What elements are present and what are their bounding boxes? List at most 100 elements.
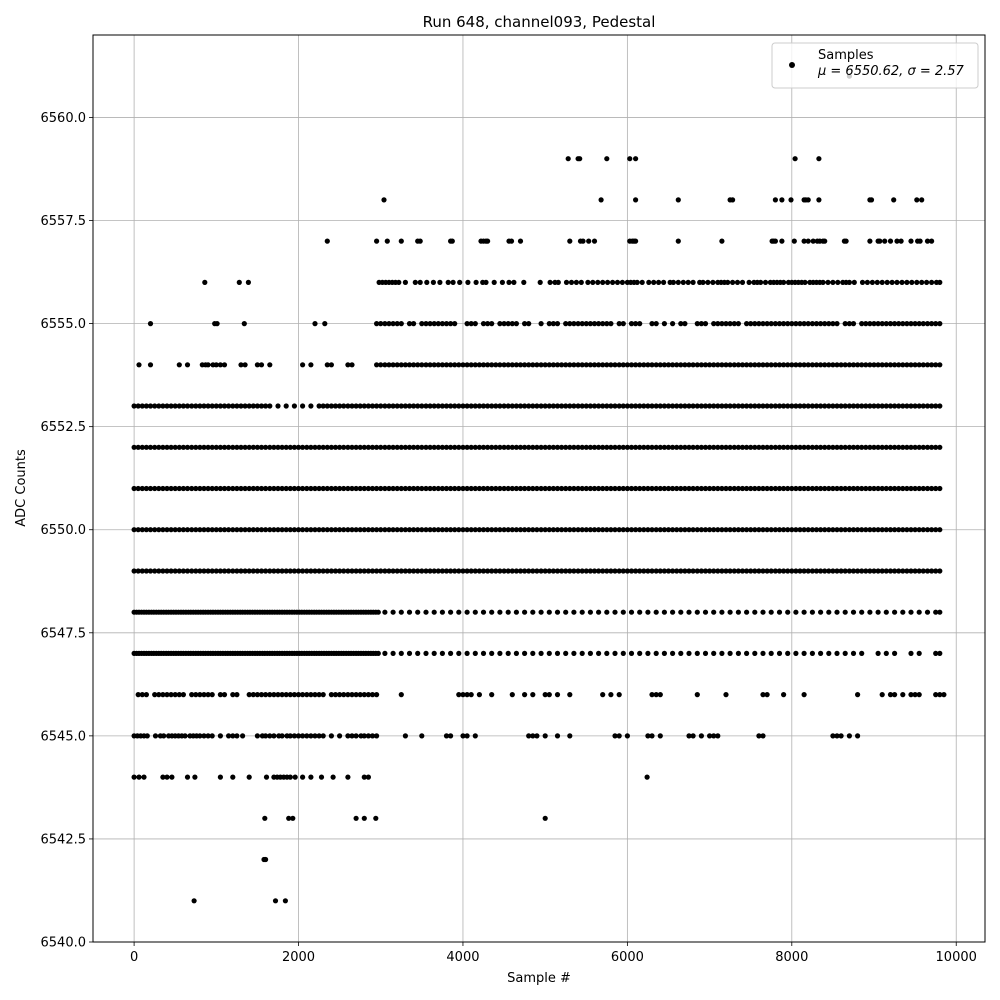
data-point — [883, 362, 889, 368]
data-point — [871, 444, 877, 450]
data-point — [460, 403, 466, 409]
data-point — [398, 321, 404, 327]
data-point — [534, 444, 540, 450]
data-point — [345, 362, 351, 368]
data-point — [916, 609, 922, 615]
data-point — [628, 444, 635, 450]
data-point — [924, 279, 930, 285]
data-point — [801, 609, 807, 615]
data-point — [830, 444, 836, 450]
data-point — [464, 650, 470, 657]
data-point — [772, 197, 779, 203]
data-point — [423, 403, 429, 409]
data-point — [136, 774, 142, 780]
data-point — [415, 527, 421, 533]
data-point — [258, 444, 265, 450]
data-point — [559, 444, 565, 450]
data-point — [904, 485, 910, 492]
y-tick-label: 6552.5 — [41, 420, 87, 435]
data-point — [805, 444, 811, 450]
data-point — [776, 403, 783, 409]
data-point — [176, 362, 182, 368]
data-point — [554, 362, 561, 368]
data-point — [587, 321, 594, 327]
data-point — [826, 362, 832, 368]
data-point — [887, 527, 894, 533]
data-point — [892, 403, 898, 409]
data-point — [887, 403, 894, 409]
data-point — [797, 485, 803, 492]
data-point — [197, 485, 203, 492]
data-point — [513, 568, 520, 574]
data-point — [608, 527, 614, 533]
data-point — [739, 444, 746, 450]
data-point — [452, 362, 458, 368]
data-point — [271, 733, 277, 739]
data-point — [789, 527, 795, 533]
data-point — [612, 609, 618, 615]
data-point — [460, 444, 466, 450]
data-point — [637, 444, 643, 450]
data-point — [735, 568, 742, 574]
data-point — [464, 527, 470, 533]
data-point — [707, 527, 713, 533]
data-point — [291, 485, 297, 492]
data-point — [332, 527, 339, 533]
data-point — [571, 650, 577, 657]
data-point — [238, 403, 244, 409]
data-point — [573, 279, 580, 285]
data-point — [608, 362, 614, 368]
data-point — [855, 444, 861, 450]
data-point — [596, 527, 602, 533]
data-point — [411, 485, 417, 492]
data-point — [768, 568, 774, 574]
data-point — [365, 568, 371, 574]
data-point — [937, 321, 943, 327]
data-point — [768, 444, 774, 450]
data-point — [908, 321, 914, 327]
data-point — [649, 733, 655, 739]
data-point — [727, 321, 733, 327]
data-point — [567, 568, 573, 574]
data-point — [135, 485, 141, 492]
data-point — [439, 650, 445, 657]
data-point — [620, 321, 626, 327]
data-point — [600, 527, 606, 533]
data-point — [337, 485, 343, 492]
data-point — [402, 485, 408, 492]
data-point — [686, 362, 692, 368]
data-point — [295, 485, 302, 492]
data-point — [850, 527, 857, 533]
data-point — [776, 485, 783, 492]
data-point — [217, 362, 223, 368]
data-point — [665, 403, 672, 409]
data-point — [443, 568, 450, 574]
data-point — [863, 403, 869, 409]
data-point — [879, 568, 885, 574]
data-point — [230, 485, 236, 492]
data-point — [517, 485, 524, 492]
data-point — [250, 485, 256, 492]
data-point — [735, 650, 742, 657]
data-point — [526, 321, 532, 327]
data-point — [633, 444, 639, 450]
data-point — [332, 444, 339, 450]
data-point — [883, 527, 889, 533]
data-point — [744, 568, 750, 574]
data-point — [497, 650, 503, 657]
data-point — [846, 485, 853, 492]
data-point — [304, 485, 310, 492]
data-point — [838, 485, 844, 492]
data-point — [731, 362, 737, 368]
data-point — [702, 650, 709, 657]
data-point — [435, 527, 441, 533]
data-point — [698, 362, 705, 368]
data-point — [263, 733, 269, 739]
data-point — [554, 650, 561, 657]
data-point — [727, 362, 733, 368]
data-point — [501, 444, 507, 450]
data-point — [337, 444, 343, 450]
data-point — [337, 568, 343, 574]
data-point — [457, 279, 463, 285]
data-point — [793, 568, 799, 574]
